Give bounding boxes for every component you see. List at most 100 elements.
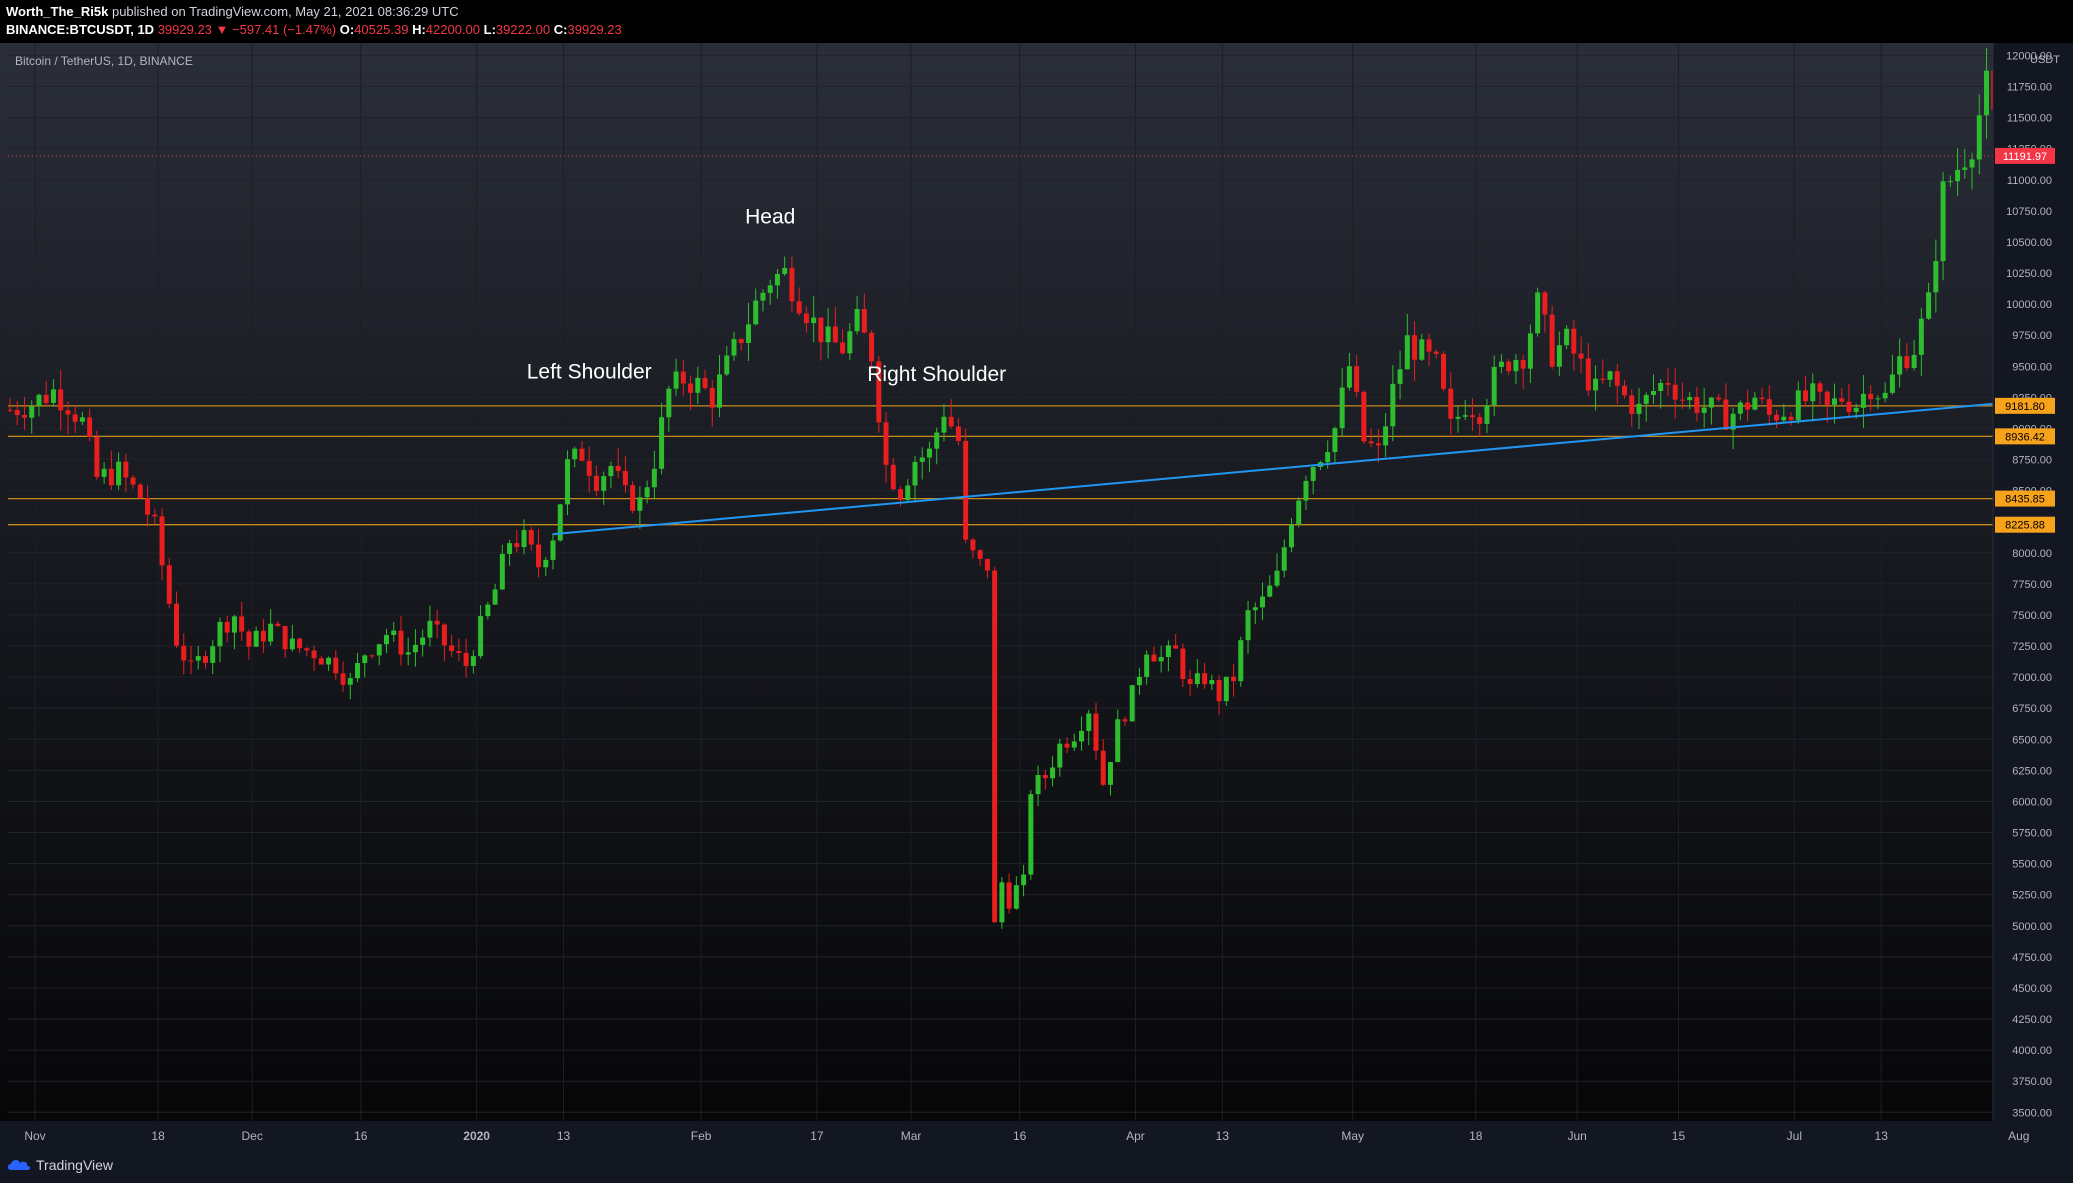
candle-up (210, 646, 216, 663)
open-label: O: (339, 22, 355, 37)
candle-up (50, 389, 56, 403)
candle-down (145, 498, 151, 515)
candle-down (970, 539, 976, 551)
candle-down (702, 377, 708, 388)
candle-up (376, 644, 382, 656)
price-tick-label: 6500.00 (2012, 734, 2052, 746)
symbol-label: BINANCE:BTCUSDT, 1D (6, 22, 155, 37)
currency-unit: USDT (2030, 54, 2060, 66)
candle-down (1679, 399, 1685, 401)
candle-down (709, 387, 715, 408)
candle-up (1346, 366, 1352, 388)
candle-down (1448, 388, 1454, 419)
level-price-tag-label: 8225.88 (2005, 520, 2045, 532)
candle-down (456, 651, 462, 653)
candle-up (1332, 428, 1338, 453)
candle-up (1882, 392, 1888, 399)
candle-up (724, 355, 730, 375)
candle-up (1397, 369, 1403, 384)
time-axis-panel[interactable] (0, 1121, 2073, 1148)
candle-down (1375, 443, 1381, 446)
candle-up (1057, 743, 1063, 768)
candle-up (1281, 547, 1287, 571)
time-tick-label: 2020 (463, 1129, 490, 1143)
candle-down (803, 313, 809, 324)
candle-down (202, 656, 208, 663)
level-price-tag (1995, 397, 2055, 414)
candle-up (1491, 366, 1497, 406)
candle-up (1325, 452, 1331, 463)
candle-up (1795, 390, 1801, 421)
candle-up (1390, 383, 1396, 427)
candle-up (1658, 382, 1664, 391)
candle-up (217, 621, 223, 647)
candle-down (1426, 339, 1432, 352)
candle-down (434, 620, 440, 625)
candle-up (1209, 680, 1215, 685)
candle-down (297, 638, 303, 649)
price-tick-label: 8750.00 (2012, 455, 2052, 467)
price-axis-panel[interactable] (1993, 43, 2073, 1121)
author-name[interactable]: Worth_The_Ri5k (6, 4, 109, 19)
candle-up (1940, 181, 1946, 262)
candle-down (1600, 378, 1606, 380)
candle-up (383, 634, 389, 645)
candle-down (688, 383, 694, 393)
candle-down (398, 630, 404, 655)
candle-down (1520, 359, 1526, 369)
candle-up (1223, 676, 1229, 702)
candle-down (260, 630, 266, 642)
candle-up (825, 326, 831, 343)
candle-down (94, 436, 100, 477)
price-tick-label: 8000.00 (2012, 548, 2052, 560)
time-tick-label: Feb (691, 1129, 712, 1143)
candle-up (926, 448, 932, 458)
candle-up (1535, 292, 1541, 334)
candle-down (840, 342, 846, 354)
price-tick-label: 11750.00 (2007, 82, 2052, 94)
candle-down (1361, 391, 1367, 442)
candle-down (1064, 743, 1070, 748)
candle-down (108, 468, 114, 486)
price-tick-label: 4000.00 (2012, 1045, 2052, 1057)
candle-up (1643, 394, 1649, 404)
high-value: 42200.00 (425, 22, 481, 37)
time-tick-label: 16 (1013, 1129, 1027, 1143)
tradingview-logo[interactable]: TradingView (8, 1157, 113, 1173)
candle-up (572, 448, 578, 460)
candle-down (1694, 396, 1700, 413)
candle-up (1260, 596, 1266, 608)
pattern-annotation: Left Shoulder (527, 361, 652, 384)
price-tick-label: 6250.00 (2012, 765, 2052, 777)
candle-down (1368, 441, 1374, 444)
candle-up (919, 457, 925, 462)
candle-down (1433, 351, 1439, 354)
candle-down (1042, 775, 1048, 779)
time-tick-label: 13 (1216, 1129, 1230, 1143)
candle-down (1745, 402, 1751, 410)
candle-up (1962, 167, 1968, 170)
price-tick-label: 11000.00 (2007, 175, 2052, 187)
candle-down (1774, 414, 1780, 421)
candle-down (1578, 353, 1584, 359)
candle-down (152, 514, 158, 517)
candle-up (717, 374, 723, 408)
grid (8, 43, 2020, 1121)
candle-up (1984, 70, 1990, 116)
candle-up (231, 616, 237, 633)
time-tick-label: Jul (1787, 1129, 1802, 1143)
candle-up (253, 630, 259, 647)
candle-up (1730, 413, 1736, 430)
candle-up (492, 589, 498, 605)
candle-up (1498, 361, 1504, 367)
trendline[interactable] (552, 402, 1994, 536)
candle-down (246, 631, 252, 647)
price-tick-label: 6000.00 (2012, 796, 2052, 808)
candle-up (1129, 685, 1135, 722)
candle-down (1187, 679, 1193, 685)
pattern-annotation: Head (745, 205, 795, 228)
candle-up (912, 461, 918, 486)
price-tick-label: 5000.00 (2012, 921, 2052, 933)
candle-up (116, 461, 122, 486)
